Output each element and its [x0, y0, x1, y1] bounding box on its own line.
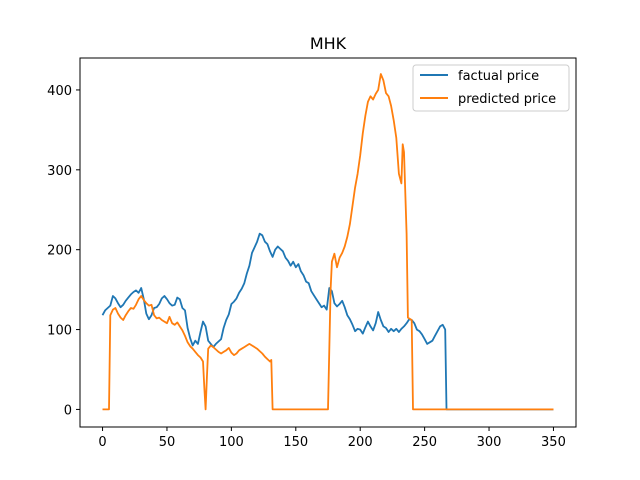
axes-frame [79, 57, 577, 428]
legend-box [412, 64, 570, 112]
y-tick-label: 0 [64, 403, 72, 418]
x-tick-label: 350 [541, 435, 566, 450]
x-tick-label: 50 [159, 435, 176, 450]
series-line-predicted-price [102, 73, 554, 411]
chart-title: MHK [310, 34, 347, 53]
y-tick-label: 400 [47, 84, 72, 99]
x-tick-label: 250 [412, 435, 437, 450]
series-line-factual-price [101, 232, 554, 411]
legend: factual price predicted price [412, 64, 570, 112]
x-tick-label: 150 [283, 435, 308, 450]
x-tick-label: 300 [477, 435, 502, 450]
x-tick-label: 0 [98, 435, 106, 450]
legend-label-factual-price: factual price [458, 69, 539, 84]
y-tick-label: 300 [47, 164, 72, 179]
y-tick-label: 200 [47, 244, 72, 259]
x-tick-label: 100 [219, 435, 244, 450]
plot-area [101, 73, 554, 411]
y-tick-label: 100 [47, 324, 72, 339]
legend-label-predicted-price: predicted price [458, 92, 556, 107]
x-tick-label: 200 [348, 435, 373, 450]
axis-ticks: 0 50 100 150 200 250 300 350 0 100 200 300 400 [47, 84, 566, 450]
